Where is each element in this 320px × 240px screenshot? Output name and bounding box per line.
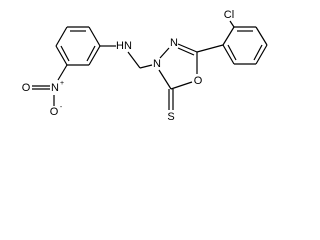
atom-label: N [51,82,59,94]
atom-label: N [170,37,178,49]
atom-label: N [153,58,161,70]
atom-label: O [50,106,59,118]
atom-label: O [22,82,31,94]
bonds [32,20,268,110]
atom-label: S [167,111,174,123]
charge-label: - [60,104,63,111]
atom-label: HN [116,40,132,52]
atom-label: Cl [224,9,234,21]
structure: Cl HN N N O S N + O O - [22,9,268,123]
page: {"atoms": {"chlorine": "Cl", "amine": "H… [21,8,268,123]
atom-label: O [194,75,203,87]
charge-label: + [60,80,64,87]
